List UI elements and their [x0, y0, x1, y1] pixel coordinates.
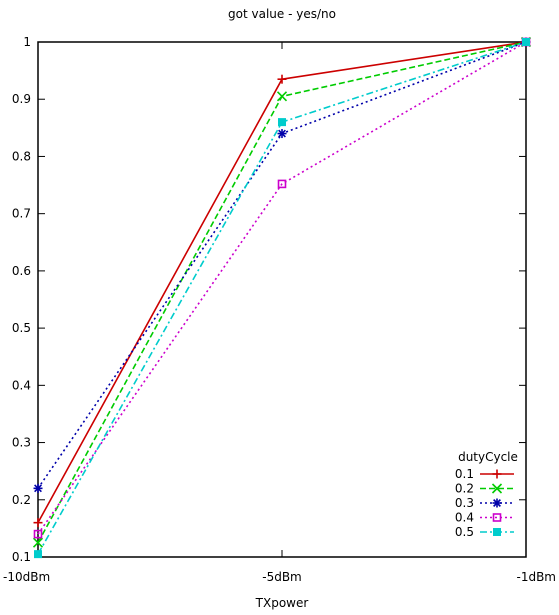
legend-item: 0.3	[455, 496, 514, 510]
legend: dutyCycle 0.10.20.30.40.5	[455, 450, 518, 539]
data-point	[277, 179, 287, 189]
series-line	[37, 41, 527, 524]
data-point	[277, 129, 287, 139]
y-tick-label: 0.8	[12, 149, 31, 163]
legend-title: dutyCycle	[458, 450, 518, 464]
series-line	[37, 41, 527, 535]
series-layer	[32, 36, 532, 559]
data-point	[33, 518, 43, 528]
y-tick-label: 0.1	[12, 550, 31, 564]
y-tick-label: 1	[23, 35, 31, 49]
legend-label: 0.2	[455, 482, 474, 496]
series-0.4	[33, 37, 531, 539]
series-0.1	[33, 37, 531, 528]
legend-label: 0.3	[455, 496, 474, 510]
y-axis: 0.10.20.30.40.50.60.70.80.91	[12, 35, 526, 564]
legend-item: 0.1	[455, 467, 514, 481]
x-tick-label: -1dBm	[516, 570, 556, 584]
y-tick-label: 0.7	[12, 207, 31, 221]
series-line	[37, 41, 527, 489]
legend-label: 0.5	[455, 525, 474, 539]
data-point	[493, 528, 501, 536]
data-point	[32, 537, 44, 548]
data-point	[492, 469, 502, 479]
series-line	[37, 41, 527, 544]
x-tick-label: -5dBm	[262, 570, 302, 584]
legend-item: 0.5	[455, 525, 514, 539]
x-axis-label: TXpower	[255, 596, 309, 610]
data-point	[278, 118, 286, 127]
legend-item: 0.4	[455, 511, 514, 525]
legend-item: 0.2	[455, 482, 514, 496]
legend-label: 0.4	[455, 511, 474, 525]
y-tick-label: 0.2	[12, 493, 31, 507]
data-point	[33, 529, 43, 539]
data-point	[522, 38, 530, 46]
y-tick-label: 0.3	[12, 436, 31, 450]
y-tick-label: 0.5	[12, 321, 31, 335]
series-0.5	[34, 38, 530, 559]
data-point	[277, 74, 287, 84]
data-point	[34, 550, 42, 559]
series-0.3	[33, 37, 531, 493]
data-point	[491, 483, 503, 494]
x-tick-label: -10dBm	[3, 570, 50, 584]
y-tick-label: 0.4	[12, 378, 31, 392]
data-point	[276, 91, 288, 102]
data-point	[33, 483, 43, 493]
data-point	[492, 513, 502, 522]
data-point	[492, 498, 502, 508]
x-axis: -10dBm -5dBm -1dBm	[3, 42, 556, 584]
y-tick-label: 0.6	[12, 264, 31, 278]
legend-label: 0.1	[455, 467, 474, 481]
chart-title: got value - yes/no	[228, 7, 336, 21]
y-tick-label: 0.9	[12, 92, 31, 106]
